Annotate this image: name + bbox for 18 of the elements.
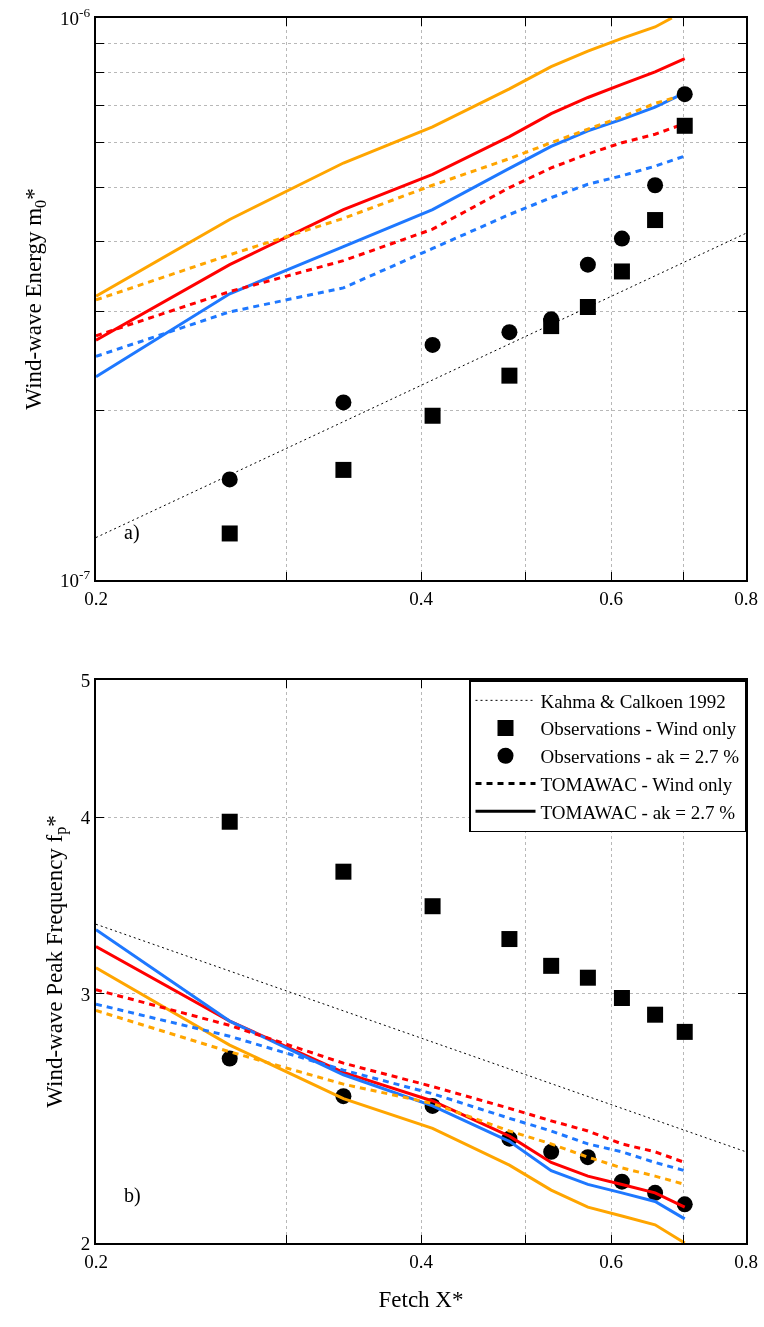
y-tick-label: 4 [80, 806, 91, 828]
x-tick-label: 0.6 [599, 587, 623, 609]
x-tick-label: 0.8 [734, 587, 758, 609]
x-tick-label: 0.4 [409, 1250, 434, 1272]
legend-label: TOMAWAC - Wind only [540, 773, 733, 795]
y-tick-label: 5 [80, 669, 91, 691]
legend-label: Observations - Wind only [540, 718, 737, 740]
x-tick-label: 0.4 [409, 587, 434, 609]
legend-label: TOMAWAC - ak = 2.7 % [540, 801, 736, 823]
legend-label: Kahma & Calkoen 1992 [540, 690, 726, 712]
annotation: a) [124, 521, 140, 544]
x-tick-label: 0.8 [734, 1250, 758, 1272]
y-tick-label: 3 [80, 983, 91, 1005]
x-axis-title: Fetch X* [378, 1286, 464, 1312]
y-tick-label: 10$^{-6}$ [60, 4, 91, 29]
annotation: b) [124, 1184, 141, 1207]
legend-label: Observations - ak = 2.7 % [540, 746, 740, 768]
x-tick-label: 0.6 [599, 1250, 623, 1272]
